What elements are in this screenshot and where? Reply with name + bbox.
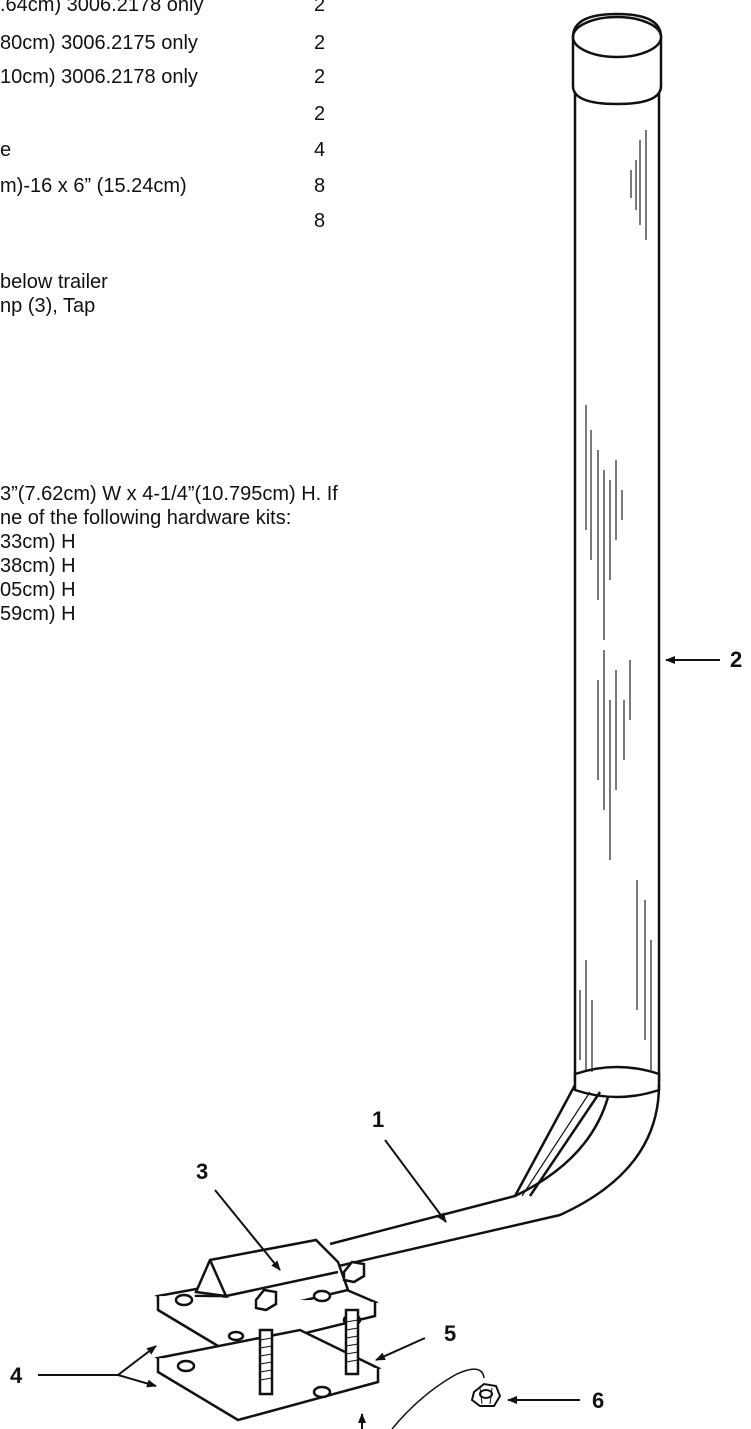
hardware-note-line-4: 38cm) H	[0, 555, 76, 577]
parts-row-2-qty: 2	[314, 32, 326, 54]
callout-2: 2	[730, 647, 743, 672]
parts-row-5-text: e	[0, 139, 12, 161]
lock-nut	[470, 1382, 502, 1407]
hardware-note-line-3: 33cm) H	[0, 531, 76, 553]
parts-row-7-qty: 8	[314, 210, 326, 232]
leader-curve	[391, 1368, 485, 1429]
callout-leaders	[38, 656, 720, 1429]
tube-shading	[579, 130, 652, 1072]
callout-1: 1	[372, 1107, 385, 1132]
parts-row-3-qty: 2	[314, 66, 326, 88]
callout-6: 6	[592, 1388, 605, 1413]
parts-row-1-text: .64cm) 3006.2178 only	[0, 0, 204, 16]
hardware-note-line-5: 05cm) H	[0, 579, 76, 601]
instruction-line-2: np (3), Tap	[0, 295, 96, 317]
parts-row-1-qty: 2	[314, 0, 326, 16]
instruction-line-1: below trailer	[0, 271, 108, 293]
callout-4: 4	[10, 1363, 23, 1388]
hardware-note-line-1: 3”(7.62cm) W x 4-1/4”(10.795cm) H. If	[0, 483, 338, 505]
parts-row-4-qty: 2	[314, 103, 326, 125]
parts-row-6-text: m)-16 x 6” (15.24cm)	[0, 175, 187, 197]
vertical-post	[571, 12, 663, 1099]
parts-row-3-text: 10cm) 3006.2178 only	[0, 66, 198, 88]
callout-3: 3	[196, 1159, 209, 1184]
mounting-arm	[329, 1084, 661, 1270]
callout-5: 5	[444, 1321, 457, 1346]
hardware-note-line-2: ne of the following hardware kits:	[0, 507, 292, 529]
hardware-note-line-6: 59cm) H	[0, 603, 76, 625]
clamp-bracket	[154, 1238, 382, 1422]
parts-row-2-text: 80cm) 3006.2175 only	[0, 32, 198, 54]
parts-row-6-qty: 8	[314, 175, 326, 197]
parts-row-5-qty: 4	[314, 139, 326, 161]
